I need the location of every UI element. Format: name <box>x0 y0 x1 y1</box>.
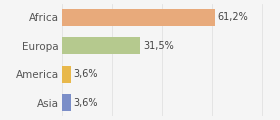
Text: 31,5%: 31,5% <box>143 41 174 51</box>
Text: 61,2%: 61,2% <box>217 12 248 22</box>
Bar <box>62 37 141 54</box>
Bar <box>62 66 71 83</box>
Bar <box>62 94 71 111</box>
Bar <box>62 9 215 26</box>
Text: 3,6%: 3,6% <box>73 98 98 108</box>
Text: 3,6%: 3,6% <box>73 69 98 79</box>
